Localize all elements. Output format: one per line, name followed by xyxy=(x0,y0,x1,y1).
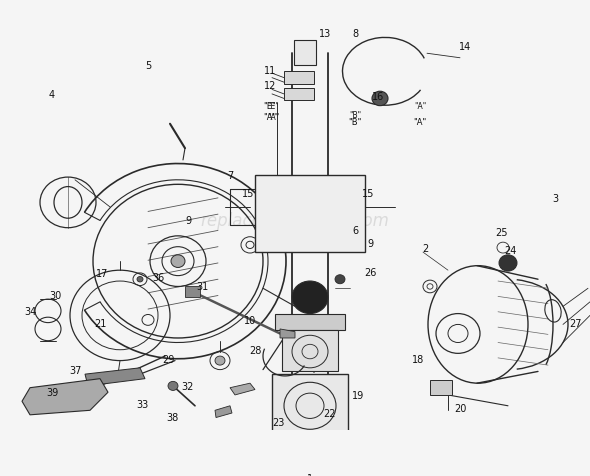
Text: 23: 23 xyxy=(272,417,284,427)
Text: 37: 37 xyxy=(69,365,81,375)
Text: 22: 22 xyxy=(324,408,336,418)
Text: 3: 3 xyxy=(552,193,558,203)
Circle shape xyxy=(215,357,225,366)
Text: 11: 11 xyxy=(264,65,276,75)
Polygon shape xyxy=(215,406,232,417)
Text: "E": "E" xyxy=(264,102,276,111)
Bar xyxy=(284,72,314,85)
Polygon shape xyxy=(280,329,295,338)
Text: 6: 6 xyxy=(352,225,358,235)
Bar xyxy=(275,314,345,330)
Text: 30: 30 xyxy=(49,291,61,301)
Text: 36: 36 xyxy=(152,273,164,283)
Text: "A": "A" xyxy=(414,102,426,111)
Text: 13: 13 xyxy=(319,30,331,39)
Circle shape xyxy=(499,255,517,271)
Bar xyxy=(260,456,360,469)
Text: "B": "B" xyxy=(349,111,361,120)
Text: 18: 18 xyxy=(412,354,424,364)
Text: 2: 2 xyxy=(422,243,428,253)
Text: 14: 14 xyxy=(459,42,471,52)
Circle shape xyxy=(137,277,143,282)
Text: 17: 17 xyxy=(96,268,108,278)
Text: 8: 8 xyxy=(352,30,358,39)
Text: 9: 9 xyxy=(367,238,373,248)
Text: 39: 39 xyxy=(46,387,58,397)
Circle shape xyxy=(330,465,340,474)
Text: 21: 21 xyxy=(94,318,106,328)
Circle shape xyxy=(292,281,328,314)
Circle shape xyxy=(171,255,185,268)
Text: 10: 10 xyxy=(244,315,256,325)
Text: 4: 4 xyxy=(49,90,55,99)
Text: 5: 5 xyxy=(145,61,151,71)
Text: 20: 20 xyxy=(454,403,466,413)
Text: "A": "A" xyxy=(267,113,279,122)
Text: 12: 12 xyxy=(264,81,276,91)
Text: 7: 7 xyxy=(227,171,233,181)
Text: 31: 31 xyxy=(196,282,208,292)
Text: "E": "E" xyxy=(267,102,279,111)
Circle shape xyxy=(372,92,388,107)
Text: 33: 33 xyxy=(136,399,148,409)
Bar xyxy=(294,40,316,66)
Bar xyxy=(185,287,200,298)
Text: "A": "A" xyxy=(414,117,427,126)
Text: 32: 32 xyxy=(182,381,194,391)
Text: 15: 15 xyxy=(242,189,254,199)
Text: 24: 24 xyxy=(504,246,516,256)
Text: 19: 19 xyxy=(352,390,364,400)
Bar xyxy=(282,330,338,371)
Text: 1: 1 xyxy=(307,473,313,476)
Text: replacementparts.com: replacementparts.com xyxy=(201,212,389,230)
Text: 34: 34 xyxy=(24,306,36,316)
Bar xyxy=(284,89,314,101)
Bar xyxy=(272,374,348,456)
Text: 9: 9 xyxy=(185,216,191,226)
Text: 25: 25 xyxy=(496,228,508,238)
Bar xyxy=(430,381,452,395)
Circle shape xyxy=(335,275,345,284)
Polygon shape xyxy=(85,368,145,386)
Polygon shape xyxy=(230,383,255,395)
Text: 27: 27 xyxy=(569,318,581,328)
Text: 38: 38 xyxy=(166,412,178,422)
Circle shape xyxy=(168,382,178,391)
Text: 28: 28 xyxy=(249,345,261,355)
Text: 29: 29 xyxy=(162,354,174,364)
Text: 15: 15 xyxy=(362,189,374,199)
Text: 16: 16 xyxy=(372,91,384,101)
Text: "B": "B" xyxy=(348,117,362,126)
Bar xyxy=(255,176,365,253)
Text: 26: 26 xyxy=(364,268,376,278)
Polygon shape xyxy=(22,379,108,415)
Text: "A": "A" xyxy=(263,113,277,122)
